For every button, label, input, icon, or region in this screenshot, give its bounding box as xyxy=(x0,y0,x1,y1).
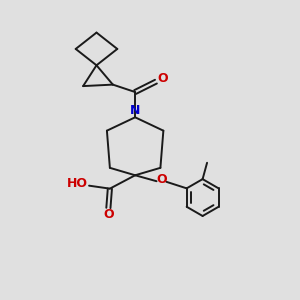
Text: O: O xyxy=(157,173,167,186)
Text: N: N xyxy=(130,104,140,117)
Text: O: O xyxy=(157,72,168,85)
Text: O: O xyxy=(103,208,114,221)
Text: HO: HO xyxy=(67,177,88,190)
